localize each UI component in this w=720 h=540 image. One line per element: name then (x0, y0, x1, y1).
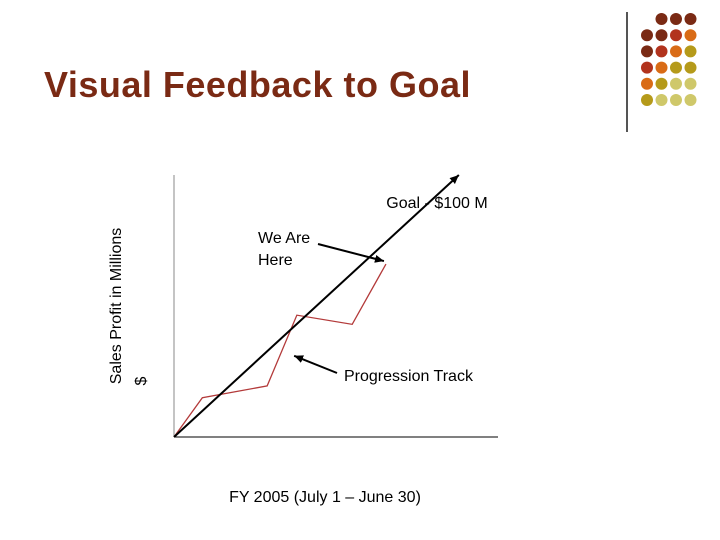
x-axis-label: FY 2005 (July 1 – June 30) (229, 489, 421, 506)
decorative-dot (641, 94, 653, 106)
y-axis-label-line-1: Sales Profit in Millions (108, 228, 125, 385)
decorative-dot (655, 29, 668, 42)
decorative-dot (655, 94, 668, 106)
decorative-dot (684, 77, 697, 90)
y-axis-label-line-2: $ (133, 376, 150, 385)
decorative-dot (684, 13, 697, 25)
decorative-dot (670, 45, 682, 58)
decorative-dot (684, 61, 697, 74)
decorative-dot (655, 61, 668, 74)
decorative-dot (684, 29, 697, 42)
goal-line (173, 174, 460, 438)
decorative-dot (641, 29, 653, 42)
progression-track-line (173, 263, 387, 438)
decorative-dot (655, 45, 668, 58)
decorative-dot (641, 45, 653, 58)
decorative-dot (684, 45, 697, 58)
progression-track-annotation-arrow (293, 354, 338, 374)
decorative-dot (670, 13, 682, 25)
decorative-dot-grid (641, 13, 697, 106)
goal-annotation: Goal - $100 M (386, 195, 487, 212)
decorative-dot (641, 61, 653, 74)
decorative-dot (655, 77, 668, 90)
decorative-dot (641, 77, 653, 90)
decorative-dot (670, 61, 682, 74)
decorative-dot (670, 77, 682, 90)
we-are-here-annotation-arrow (317, 243, 385, 263)
progression-track-annotation: Progression Track (344, 368, 474, 385)
slide-title: Visual Feedback to Goal (44, 64, 471, 105)
we-are-here-annotation: We Are Here (258, 230, 310, 269)
decorative-dot (670, 94, 682, 106)
decorative-dot (670, 29, 682, 42)
decorative-dot (684, 94, 697, 106)
decorative-dot (655, 13, 668, 25)
decorative-vertical-rule (626, 12, 628, 132)
